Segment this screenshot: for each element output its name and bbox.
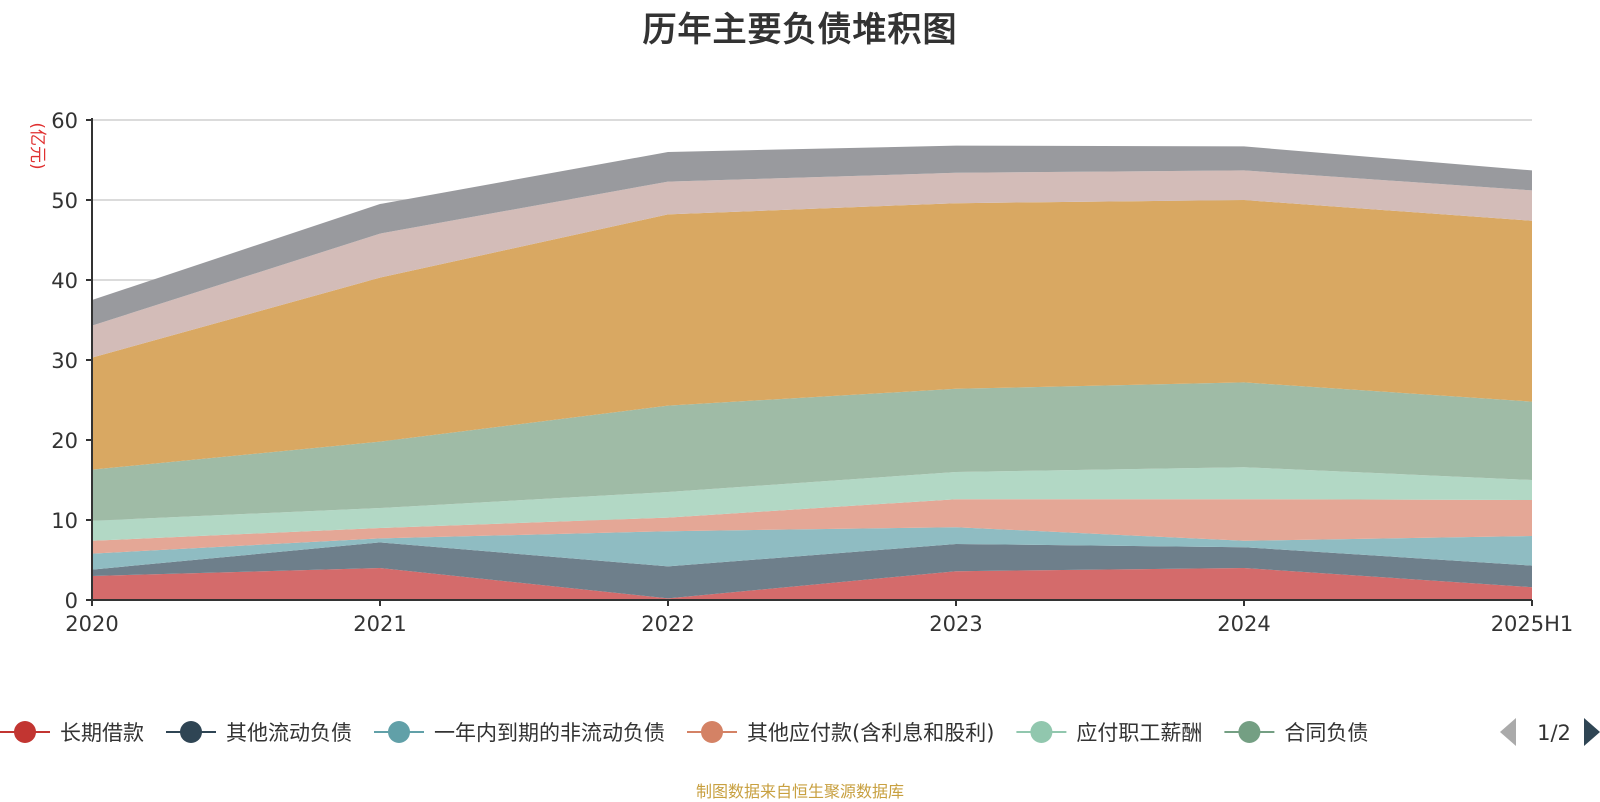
area-series-7: [92, 200, 1532, 470]
area-series-8: [92, 170, 1532, 358]
legend-item-label[interactable]: 应付职工薪酬: [1076, 721, 1202, 745]
stacked-areas: [92, 145, 1532, 600]
legend-prev-arrow-icon[interactable]: [1500, 718, 1516, 746]
y-tick-label: 0: [65, 589, 78, 613]
x-tick-label: 2023: [929, 612, 982, 636]
legend-marker-icon: [1238, 721, 1261, 743]
y-tick-label: 50: [51, 189, 78, 213]
legend-item-label[interactable]: 其他流动负债: [226, 721, 352, 745]
legend-marker-icon: [180, 721, 202, 743]
area-series-9: [92, 145, 1532, 326]
legend-item-label[interactable]: 一年内到期的非流动负债: [434, 721, 665, 745]
y-axis-unit-label: (亿元): [27, 122, 47, 169]
x-tick-label: 2025H1: [1491, 612, 1574, 636]
y-tick-label: 20: [51, 429, 78, 453]
legend-item-label[interactable]: 其他应付款(含利息和股利): [747, 721, 994, 745]
y-tick-label: 60: [51, 109, 78, 133]
legend-marker-icon: [14, 721, 36, 743]
legend-marker-icon: [701, 721, 723, 743]
legend-marker-icon: [1030, 721, 1053, 743]
legend-marker-icon: [388, 721, 410, 743]
x-tick-label: 2020: [65, 612, 118, 636]
y-tick-label: 10: [51, 509, 78, 533]
y-tick-label: 40: [51, 269, 78, 293]
y-tick-label: 30: [51, 349, 78, 373]
legend-next-arrow-icon[interactable]: [1584, 718, 1600, 746]
area-series-6: [92, 382, 1532, 521]
area-series-2: [92, 542, 1532, 599]
area-series-4: [92, 499, 1532, 554]
area-series-1: [92, 568, 1532, 600]
x-tick-label: 2022: [641, 612, 694, 636]
area-series-5: [92, 467, 1532, 541]
legend-page-indicator: 1/2: [1537, 721, 1571, 745]
legend-item-label[interactable]: 合同负债: [1284, 721, 1368, 745]
source-note: 制图数据来自恒生聚源数据库: [695, 782, 904, 801]
legend: 长期借款 其他流动负债 一年内到期的非流动负债 其他应付款(含利息和股利) 应付职工薪酬…: [0, 700, 1600, 770]
area-series-3: [92, 527, 1532, 570]
axes: 0 10 20 30 40 50 60 2020 2021 2022 2023 2024 2025H1 (…: [27, 109, 1573, 636]
legend-overflow-mask: [1484, 700, 1600, 770]
x-tick-label: 2024: [1217, 612, 1270, 636]
chart-title: 历年主要负债堆积图: [642, 10, 958, 50]
legend-item-label[interactable]: 长期借款: [60, 721, 144, 745]
x-tick-label: 2021: [353, 612, 406, 636]
